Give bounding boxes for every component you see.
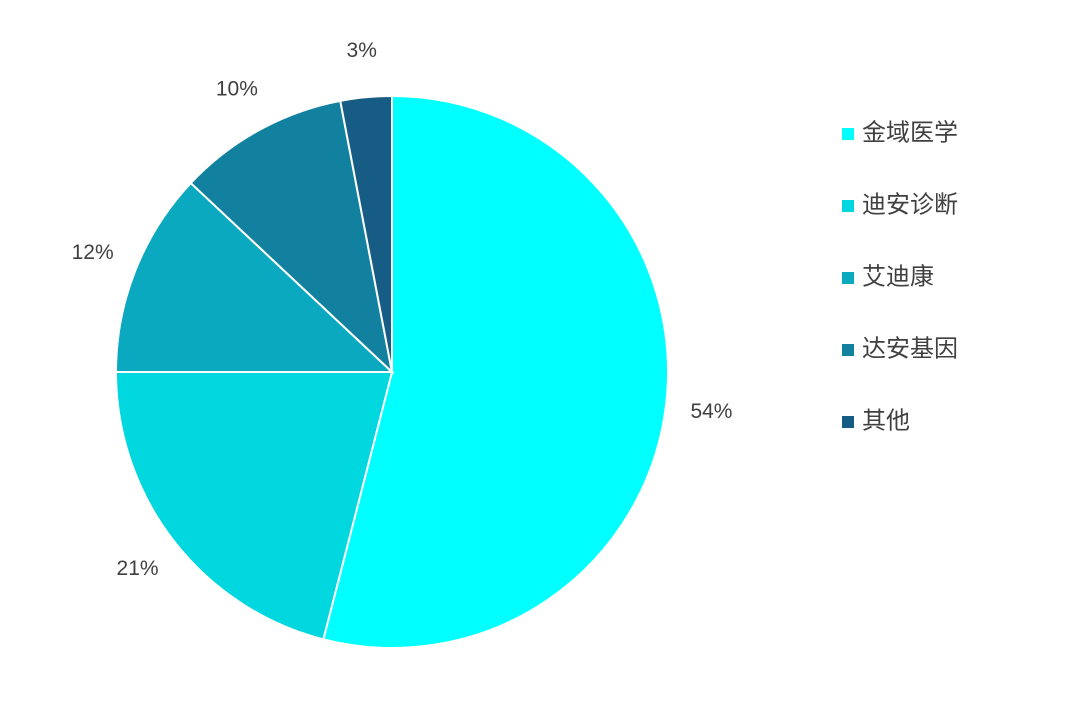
pie-slice xyxy=(189,99,394,375)
legend-label: 艾迪康 xyxy=(862,263,934,290)
value-label: 10% xyxy=(216,77,258,100)
legend-swatch xyxy=(842,128,854,140)
legend-label: 其他 xyxy=(862,407,910,434)
value-label: 12% xyxy=(72,241,114,264)
legend-swatch xyxy=(842,272,854,284)
legend-label: 达安基因 xyxy=(862,335,958,362)
value-label: 54% xyxy=(690,400,732,423)
legend-swatch xyxy=(842,200,854,212)
legend-swatch xyxy=(842,344,854,356)
pie-slice xyxy=(114,181,395,373)
pie-slice xyxy=(114,371,394,641)
legend-label: 金域医学 xyxy=(862,119,958,146)
legend-label: 迪安诊断 xyxy=(862,191,958,218)
legend-swatch xyxy=(842,416,854,428)
value-label: 21% xyxy=(117,557,159,580)
pie-slice xyxy=(322,94,669,649)
pie-slice xyxy=(339,94,393,373)
value-label: 3% xyxy=(347,39,377,62)
